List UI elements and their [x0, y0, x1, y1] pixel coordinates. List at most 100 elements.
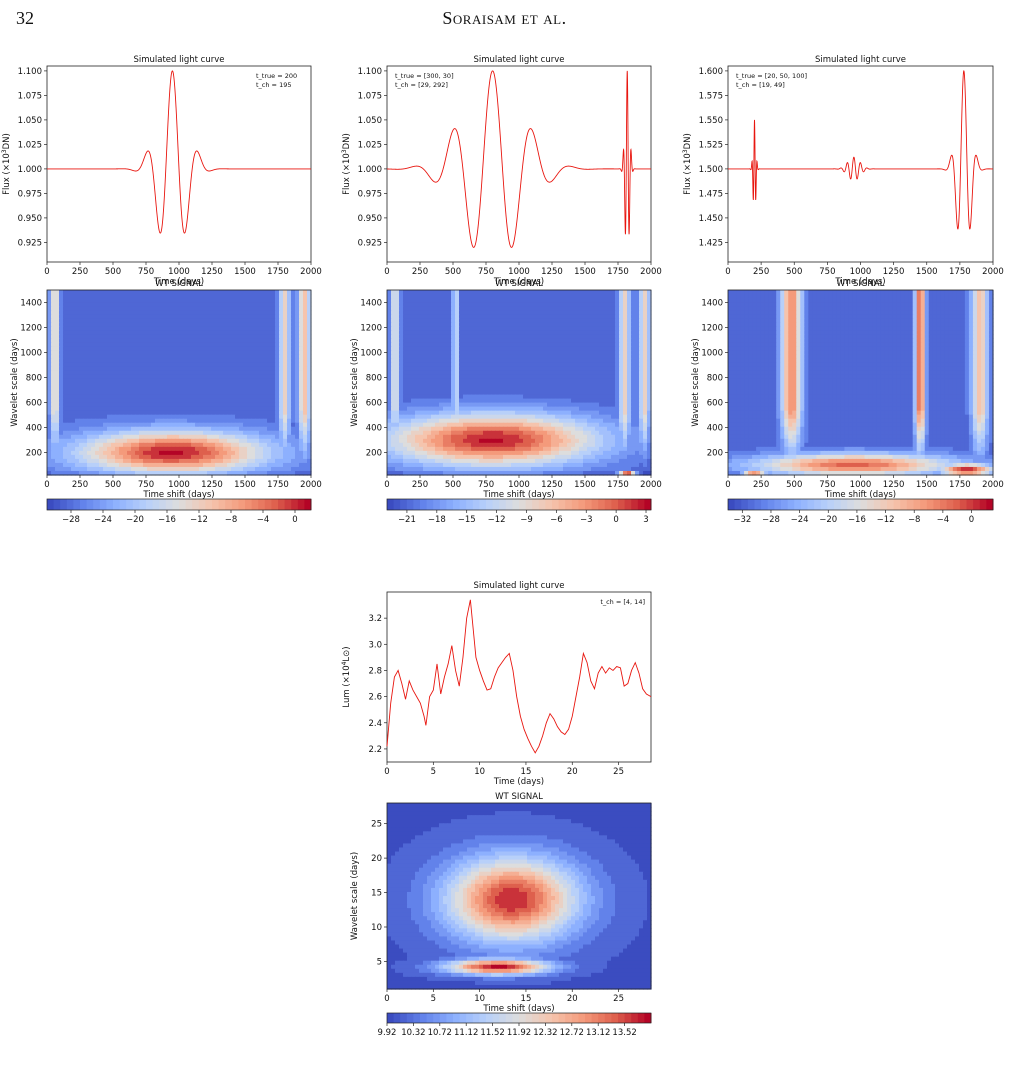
heatmap-cell	[55, 326, 60, 331]
heatmap-cell	[387, 338, 392, 343]
heatmap-cell	[87, 466, 92, 472]
heatmap-cell	[563, 374, 568, 380]
heatmap-cell	[571, 358, 576, 363]
heatmap-cell	[99, 366, 104, 372]
heatmap-cell	[395, 358, 400, 363]
heatmap-cell	[51, 394, 56, 400]
heatmap-cell	[127, 306, 132, 311]
heatmap-cell	[619, 338, 624, 343]
heatmap-cell	[599, 338, 604, 343]
heatmap-cell	[171, 470, 176, 476]
heatmap-cell	[519, 378, 524, 384]
heatmap-cell	[147, 342, 152, 347]
heatmap-cell	[543, 290, 548, 295]
heatmap-cell	[243, 434, 248, 440]
heatmap-cell	[79, 374, 84, 380]
heatmap-cell	[579, 390, 584, 396]
heatmap-cell	[111, 470, 116, 476]
heatmap-cell	[623, 374, 628, 380]
heatmap-cell	[263, 354, 268, 359]
heatmap-cell	[523, 310, 528, 315]
heatmap-cell	[491, 350, 496, 355]
heatmap-cell	[435, 298, 440, 303]
heatmap-cell	[303, 430, 308, 436]
heatmap-cell	[139, 466, 144, 472]
heatmap-cell	[107, 462, 112, 468]
heatmap-cell	[79, 290, 84, 295]
heatmap-cell	[459, 386, 464, 392]
heatmap-cell	[239, 414, 244, 420]
heatmap-cell	[535, 322, 540, 327]
heatmap-cell	[163, 378, 168, 384]
heatmap-cell	[211, 362, 216, 368]
heatmap-cell	[279, 382, 284, 388]
heatmap-cell	[51, 314, 56, 319]
heatmap-cell	[599, 378, 604, 384]
heatmap-cell	[615, 358, 620, 363]
heatmap-cell	[215, 362, 220, 368]
heatmap-cell	[299, 294, 304, 299]
heatmap-cell	[207, 334, 212, 339]
heatmap-cell	[147, 422, 152, 428]
heatmap-cell	[631, 378, 636, 384]
heatmap-cell	[179, 346, 184, 351]
heatmap-cell	[495, 386, 500, 392]
heatmap-cell	[147, 386, 152, 392]
heatmap-cell	[503, 346, 508, 351]
colorbar-tick-label: −8	[225, 515, 238, 525]
heatmap-cell	[75, 470, 80, 476]
heatmap-cell	[91, 362, 96, 368]
heatmap-cell	[71, 342, 76, 347]
heatmap-cell	[403, 386, 408, 392]
x-axis-label: Time (days)	[834, 277, 885, 287]
heatmap-cell	[447, 294, 452, 299]
heatmap-cell	[623, 322, 628, 327]
heatmap-cell	[607, 322, 612, 327]
x-tick-label: 0	[384, 267, 389, 277]
heatmap-cell	[139, 342, 144, 347]
heatmap-cell	[283, 418, 288, 424]
heatmap-cell	[127, 342, 132, 347]
heatmap-cell	[271, 466, 276, 472]
heatmap-cell	[55, 362, 60, 368]
heatmap-cell	[179, 338, 184, 343]
heatmap-cell	[559, 330, 564, 335]
heatmap-cell	[223, 346, 228, 351]
heatmap-cell	[503, 294, 508, 299]
heatmap-cell	[291, 394, 296, 400]
heatmap-cell	[587, 298, 592, 303]
heatmap-cell	[619, 318, 624, 323]
colorbar-tick-label: −4	[257, 515, 270, 525]
heatmap-cell	[283, 318, 288, 323]
heatmap-cell	[635, 354, 640, 359]
heatmap-cell	[163, 394, 168, 400]
heatmap-cell	[259, 366, 264, 372]
heatmap-cell	[107, 434, 112, 440]
heatmap-cell	[63, 426, 68, 432]
heatmap-cell	[59, 318, 64, 323]
heatmap-cell	[167, 450, 172, 456]
heatmap-cell	[107, 310, 112, 315]
heatmap-cell	[603, 314, 608, 319]
heatmap-cell	[203, 450, 208, 456]
heatmap-cell	[591, 346, 596, 351]
heatmap-cell	[115, 386, 120, 392]
heatmap-cell	[295, 406, 300, 412]
heatmap-cell	[291, 390, 296, 396]
heatmap-cell	[187, 326, 192, 331]
heatmap-cell	[455, 386, 460, 392]
heatmap-cell	[255, 338, 260, 343]
heatmap-cell	[223, 354, 228, 359]
heatmap-cell	[67, 374, 72, 380]
heatmap-cell	[507, 354, 512, 359]
heatmap-cell	[215, 374, 220, 380]
heatmap-cell	[507, 318, 512, 323]
heatmap-cell	[231, 418, 236, 424]
heatmap-cell	[211, 378, 216, 384]
heatmap-cell	[67, 330, 72, 335]
heatmap-cell	[607, 346, 612, 351]
heatmap-cell	[87, 366, 92, 372]
heatmap-cell	[235, 370, 240, 376]
heatmap-cell	[215, 462, 220, 468]
heatmap-cell	[611, 346, 616, 351]
